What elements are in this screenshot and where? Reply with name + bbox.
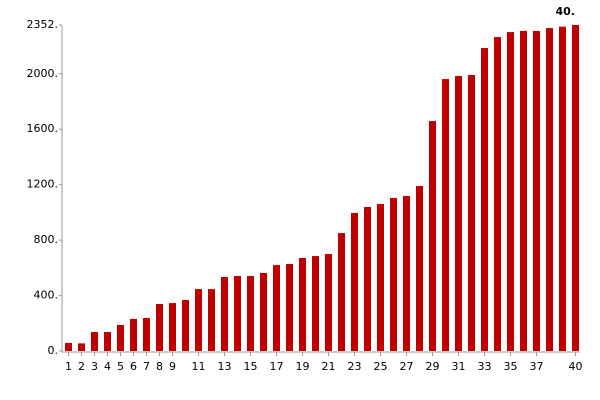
bar: [182, 299, 189, 351]
x-tick-label: 2: [78, 360, 85, 373]
bar: [117, 324, 124, 351]
bar: [364, 206, 371, 351]
x-tick-label: 15: [244, 360, 258, 373]
bar: [286, 263, 293, 351]
x-tick-label: 35: [504, 360, 518, 373]
bar: [208, 289, 215, 351]
bar: [221, 276, 228, 351]
bar: [520, 30, 527, 352]
bar: [156, 304, 163, 351]
x-tick-label: 7: [143, 360, 150, 373]
bar: [78, 343, 85, 351]
y-tick-label: 2000.: [27, 67, 59, 80]
bar: [416, 186, 423, 351]
x-tick-label: 21: [322, 360, 336, 373]
bar: [169, 303, 176, 351]
bar: [442, 79, 449, 351]
x-tick-label: 23: [348, 360, 362, 373]
bar: [312, 256, 319, 351]
bar: [65, 342, 72, 351]
x-tick-label: 17: [270, 360, 284, 373]
bar: [104, 332, 111, 351]
bar: [299, 257, 306, 351]
bar: [91, 332, 98, 351]
bar: [403, 196, 410, 351]
bar: [195, 289, 202, 351]
bar: [546, 28, 553, 352]
bar: [247, 276, 254, 351]
bar: [351, 212, 358, 351]
y-tick-label: 0.: [48, 344, 59, 357]
y-tick-label: 1200.: [27, 178, 59, 191]
x-tick-label: 37: [530, 360, 544, 373]
x-tick-label: 8: [156, 360, 163, 373]
bar: [377, 203, 384, 351]
x-tick-label: 4: [104, 360, 111, 373]
x-tick-label: 9: [169, 360, 176, 373]
bar: [130, 318, 137, 351]
x-tick-label: 5: [117, 360, 124, 373]
bar: [455, 76, 462, 351]
x-tick-label: 6: [130, 360, 137, 373]
x-tick-label: 40: [569, 360, 583, 373]
bar: [572, 25, 579, 351]
bar: [273, 265, 280, 351]
bar: [260, 272, 267, 351]
bar: [507, 32, 514, 351]
x-tick-label: 19: [296, 360, 310, 373]
x-tick-label: 33: [478, 360, 492, 373]
bar: [338, 233, 345, 351]
bar: [429, 121, 436, 351]
annotation: 40.: [556, 5, 576, 18]
bar: [481, 48, 488, 351]
bar: [533, 30, 540, 352]
bar: [325, 253, 332, 351]
y-tick-label: 400.: [34, 289, 59, 302]
x-tick-label: 1: [65, 360, 72, 373]
x-tick-label: 13: [218, 360, 232, 373]
x-tick-label: 11: [192, 360, 206, 373]
x-tick-label: 3: [91, 360, 98, 373]
x-tick-label: 29: [426, 360, 440, 373]
bar: [390, 197, 397, 351]
x-tick-label: 25: [374, 360, 388, 373]
y-tick-label: 800.: [34, 233, 59, 246]
bar: [143, 318, 150, 351]
y-tick-label: 2352.: [27, 18, 59, 31]
x-tick-label: 31: [452, 360, 466, 373]
x-tick-label: 27: [400, 360, 414, 373]
bar: [468, 75, 475, 352]
bar: [494, 37, 501, 351]
bar: [234, 276, 241, 351]
y-tick-label: 1600.: [27, 122, 59, 135]
bar: [559, 26, 566, 351]
